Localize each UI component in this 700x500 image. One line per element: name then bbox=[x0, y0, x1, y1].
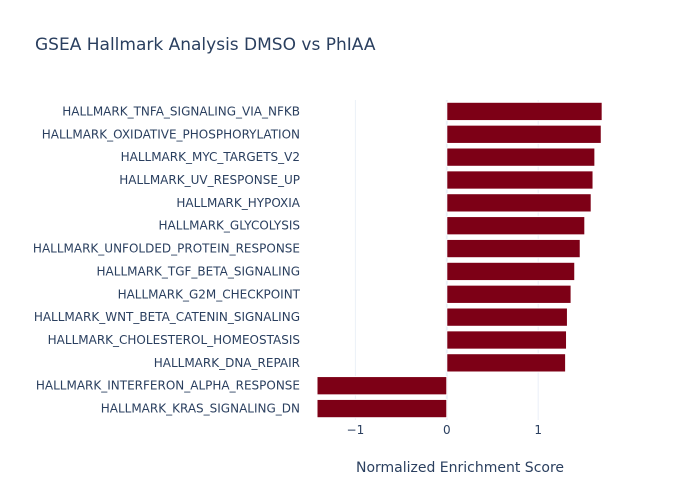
bar bbox=[446, 170, 594, 190]
bar bbox=[316, 376, 448, 396]
bar bbox=[446, 307, 568, 327]
x-tick-label: −1 bbox=[347, 423, 365, 437]
bar bbox=[316, 398, 448, 419]
category-label: HALLMARK_TNFA_SIGNALING_VIA_NFKB bbox=[62, 104, 300, 118]
bar bbox=[446, 353, 567, 373]
category-label: HALLMARK_HYPOXIA bbox=[176, 196, 300, 210]
bar bbox=[446, 124, 602, 144]
x-tick-label: 1 bbox=[534, 423, 542, 437]
x-tick-labels: −1 0 1 bbox=[347, 423, 542, 437]
category-label: HALLMARK_INTERFERON_ALPHA_RESPONSE bbox=[36, 379, 300, 393]
category-label: HALLMARK_GLYCOLYSIS bbox=[159, 219, 300, 233]
bar bbox=[446, 330, 568, 350]
category-label: HALLMARK_KRAS_SIGNALING_DN bbox=[101, 402, 300, 416]
category-label: HALLMARK_MYC_TARGETS_V2 bbox=[121, 150, 300, 164]
category-label: HALLMARK_TGF_BETA_SIGNALING bbox=[97, 264, 300, 278]
bar bbox=[446, 261, 576, 282]
x-tick-label: 0 bbox=[443, 423, 451, 437]
x-axis-title: Normalized Enrichment Score bbox=[356, 460, 564, 476]
bar bbox=[446, 101, 603, 122]
bar bbox=[446, 238, 581, 259]
category-label: HALLMARK_WNT_BETA_CATENIN_SIGNALING bbox=[34, 310, 300, 324]
category-label: HALLMARK_UV_RESPONSE_UP bbox=[119, 173, 300, 187]
category-label: HALLMARK_UNFOLDED_PROTEIN_RESPONSE bbox=[33, 242, 300, 256]
bar bbox=[446, 216, 586, 236]
bars bbox=[316, 101, 603, 419]
bar bbox=[446, 284, 572, 304]
category-label: HALLMARK_OXIDATIVE_PHOSPHORYLATION bbox=[42, 127, 300, 141]
bar bbox=[446, 193, 592, 213]
category-label: HALLMARK_G2M_CHECKPOINT bbox=[118, 287, 301, 301]
bar bbox=[446, 147, 596, 167]
category-label: HALLMARK_CHOLESTEROL_HOMEOSTASIS bbox=[48, 333, 300, 347]
category-labels: HALLMARK_TNFA_SIGNALING_VIA_NFKB HALLMARK… bbox=[33, 104, 301, 415]
category-label: HALLMARK_DNA_REPAIR bbox=[154, 356, 300, 370]
chart-title: GSEA Hallmark Analysis DMSO vs PhIAA bbox=[35, 35, 376, 55]
